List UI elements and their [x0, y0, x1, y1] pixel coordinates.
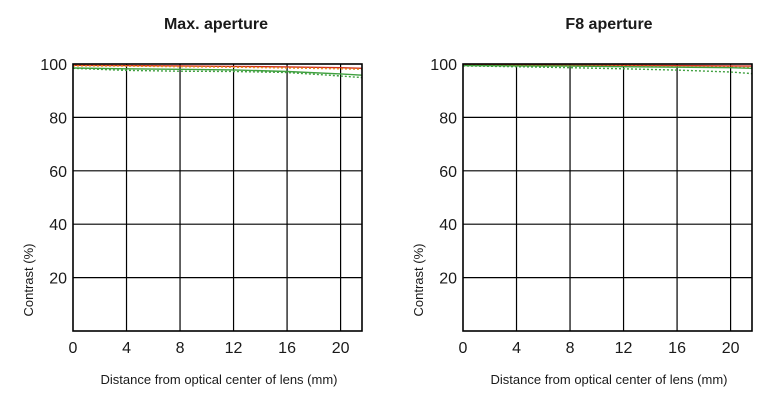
x-axis-label: Distance from optical center of lens (mm…: [491, 372, 728, 387]
x-tick-label: 4: [512, 340, 521, 357]
y-tick-label: 80: [439, 110, 457, 127]
y-tick-label: 20: [49, 271, 67, 288]
y-axis-label: Contrast (%): [21, 244, 36, 317]
plot-frame: [72, 63, 363, 332]
y-tick-label: 40: [439, 217, 457, 234]
x-tick-label: 4: [122, 340, 131, 357]
y-axis-label: Contrast (%): [411, 244, 426, 317]
plot-frame: [462, 63, 753, 332]
chart-max-aperture: Max. aperture Contrast (%) Distance from…: [21, 16, 363, 387]
x-tick-label: 0: [69, 340, 78, 357]
x-axis-label: Distance from optical center of lens (mm…: [101, 372, 338, 387]
series-line: [72, 67, 363, 79]
series-line: [462, 65, 753, 75]
series-line: [72, 67, 363, 76]
y-tick-label: 60: [49, 164, 67, 181]
series-line: [462, 64, 753, 69]
x-tick-label: 16: [668, 340, 686, 357]
x-tick-label: 8: [176, 340, 185, 357]
x-tick-label: 20: [722, 340, 740, 357]
y-tick-label: 20: [439, 271, 457, 288]
chart-f8-aperture: F8 aperture Contrast (%) Distance from o…: [411, 16, 753, 387]
y-tick-label: 60: [439, 164, 457, 181]
x-tick-label: 12: [615, 340, 633, 357]
x-tick-label: 12: [225, 340, 243, 357]
series-line: [72, 65, 363, 70]
x-tick-label: 16: [278, 340, 296, 357]
chart-title: F8 aperture: [565, 16, 652, 33]
y-tick-label: 40: [49, 217, 67, 234]
chart-title: Max. aperture: [164, 16, 268, 33]
x-tick-label: 8: [566, 340, 575, 357]
y-tick-label: 100: [430, 57, 457, 74]
x-tick-label: 20: [332, 340, 350, 357]
y-tick-label: 100: [40, 57, 67, 74]
y-tick-label: 80: [49, 110, 67, 127]
x-tick-label: 0: [459, 340, 468, 357]
